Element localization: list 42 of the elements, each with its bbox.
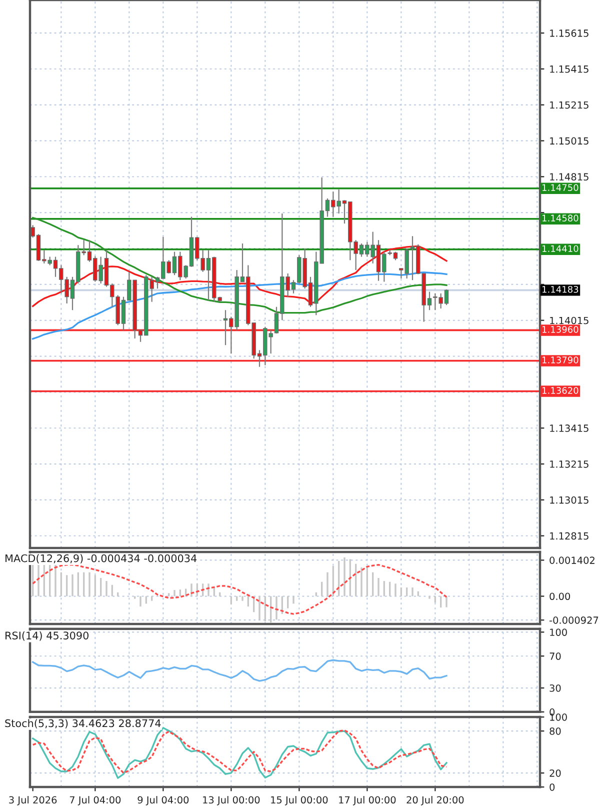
y-tick-label: 1.14015 <box>550 316 588 324</box>
ref-line-label: 1.13620 <box>542 387 578 394</box>
line-series <box>32 272 448 340</box>
x-tick-label: 9 Jul 04:00 <box>138 796 189 806</box>
chart-title: RSI(14) 45.3090 <box>6 631 88 641</box>
y-tick-label: 70 <box>550 652 561 660</box>
ref-line-label: 1.13790 <box>542 356 578 364</box>
x-tick-label: 20 Jul 20:00 <box>406 796 464 806</box>
x-tick-label: 7 Jul 04:00 <box>70 796 121 806</box>
y-tick-label: 30 <box>550 684 561 692</box>
y-tick-label: -0.000927 <box>550 616 598 624</box>
y-tick-label: 0.001402 <box>550 556 594 564</box>
y-tick-label: 1.15415 <box>550 66 588 73</box>
y-tick-label: 80 <box>550 727 561 735</box>
chart-title: MACD(12,26,9) -0.000434 -0.000034 <box>6 554 197 564</box>
y-tick-label: 1.13015 <box>550 496 588 504</box>
y-tick-label: 1.15615 <box>550 30 588 37</box>
x-tick-label: 3 Jul 2026 <box>9 796 57 806</box>
x-tick-label: 17 Jul 00:00 <box>339 796 396 806</box>
y-tick-label: 1.12815 <box>550 532 588 540</box>
line-series <box>32 659 448 682</box>
y-tick-label: 0.00 <box>550 592 570 600</box>
y-tick-label: 1.13415 <box>550 424 588 432</box>
ref-line-label: 1.13960 <box>542 326 578 333</box>
y-tick-label: 100 <box>550 713 567 721</box>
x-tick-label: 13 Jul 00:00 <box>203 796 260 806</box>
ref-line-label: 1.14410 <box>542 245 578 252</box>
y-tick-label: 100 <box>550 628 567 636</box>
line-series <box>32 245 448 307</box>
y-tick-label: 20 <box>550 769 561 777</box>
ref-line-label: 1.14183 <box>542 286 578 293</box>
line-series <box>32 564 448 615</box>
ref-line-label: 1.14580 <box>542 214 578 222</box>
chart-title: Stoch(5,3,3) 34.4623 28.8774 <box>5 719 161 728</box>
y-tick-label: 1.14815 <box>550 173 588 181</box>
y-tick-label: 0 <box>550 783 555 791</box>
y-tick-label: 1.15215 <box>550 101 588 109</box>
y-tick-label: 1.13215 <box>550 460 588 468</box>
x-tick-label: 15 Jul 00:00 <box>271 796 328 806</box>
y-tick-label: 0 <box>550 708 555 716</box>
ref-line-label: 1.14750 <box>542 184 578 191</box>
y-tick-label: 1.15015 <box>550 137 588 145</box>
